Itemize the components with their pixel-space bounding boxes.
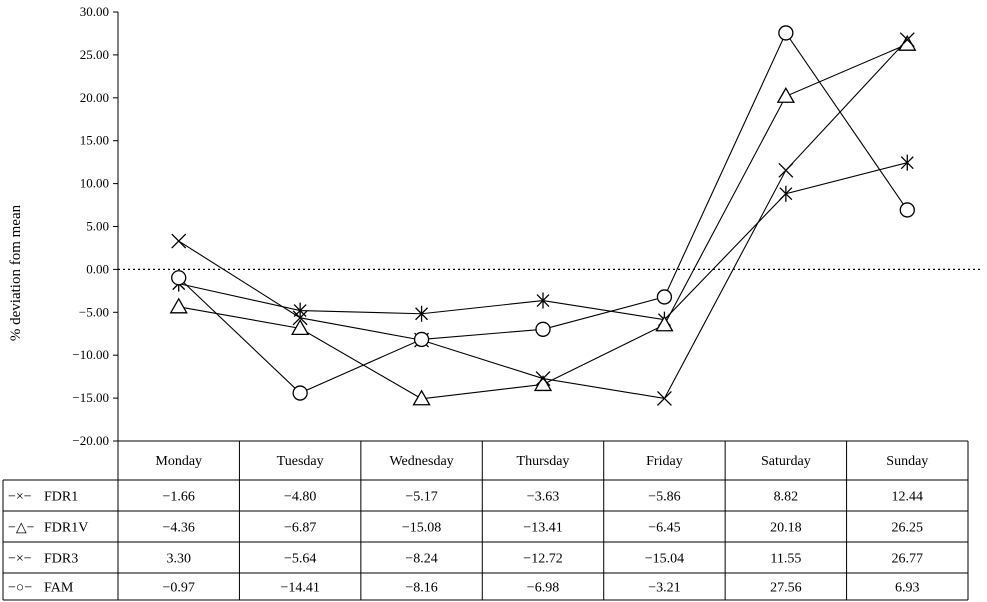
marker-x bbox=[656, 390, 672, 406]
table-value-cell: −8.24 bbox=[405, 552, 437, 567]
y-tick-label: −10.00 bbox=[72, 347, 109, 362]
category-label: Saturday bbox=[761, 454, 811, 469]
marker-x bbox=[778, 162, 794, 178]
marker-x bbox=[899, 32, 915, 48]
table-value-cell: 26.77 bbox=[892, 552, 924, 567]
table-value-cell: −12.72 bbox=[523, 552, 562, 567]
marker-triangle bbox=[291, 319, 310, 335]
marker-circle bbox=[171, 270, 187, 286]
y-tick-label: 10.00 bbox=[80, 176, 109, 191]
table-value-cell: −15.08 bbox=[402, 521, 441, 536]
legend-entry-fdr3: −×− FDR3 bbox=[8, 552, 78, 567]
category-label: Wednesday bbox=[389, 454, 453, 469]
marker-triangle bbox=[655, 315, 674, 332]
legend-symbol: −△− bbox=[8, 521, 35, 536]
table-value-cell: 6.93 bbox=[895, 581, 920, 596]
y-tick-label: −20.00 bbox=[72, 433, 109, 448]
table-value-cell: −1.66 bbox=[163, 490, 195, 505]
y-axis-label: % deviation fom mean bbox=[8, 204, 24, 341]
table-value-cell: −6.45 bbox=[648, 521, 680, 536]
table-value-cell: −3.63 bbox=[527, 490, 559, 505]
legend-label: FAM bbox=[44, 581, 74, 596]
marker-circle bbox=[535, 321, 551, 337]
legend-label: FDR3 bbox=[44, 552, 78, 567]
legend-symbol: −×− bbox=[8, 490, 32, 505]
table-value-cell: −15.04 bbox=[645, 552, 684, 567]
marker-asterisk bbox=[779, 185, 793, 202]
category-label: Monday bbox=[155, 454, 202, 469]
series-fam bbox=[178, 31, 908, 394]
y-tick-label: −15.00 bbox=[72, 390, 109, 405]
legend-label: FDR1V bbox=[44, 521, 88, 536]
marker-triangle bbox=[776, 86, 795, 103]
table-value-cell: −8.16 bbox=[405, 581, 437, 596]
marker-circle bbox=[778, 25, 794, 41]
marker-circle bbox=[413, 331, 430, 348]
y-tick-label: 5.00 bbox=[86, 219, 109, 234]
marker-circle bbox=[899, 202, 915, 218]
legend-label: FDR1 bbox=[44, 490, 78, 505]
table-value-cell: −6.98 bbox=[527, 581, 559, 596]
series-line-fam bbox=[178, 31, 908, 394]
table-value-cell: −5.64 bbox=[284, 552, 316, 567]
category-label: Tuesday bbox=[277, 454, 324, 469]
series-line-fdr1v bbox=[178, 43, 908, 400]
marker-asterisk bbox=[536, 292, 550, 309]
marker-circle bbox=[656, 289, 673, 305]
y-tick-label: 0.00 bbox=[86, 261, 109, 276]
marker-x bbox=[171, 233, 187, 249]
category-label: Friday bbox=[646, 454, 683, 469]
table-value-cell: 8.82 bbox=[774, 490, 799, 505]
category-label: Thursday bbox=[517, 454, 570, 469]
legend-symbol: −○− bbox=[8, 581, 32, 596]
table-value-cell: −0.97 bbox=[163, 581, 195, 596]
category-label: Sunday bbox=[886, 454, 928, 469]
series-line-fdr3 bbox=[178, 39, 908, 400]
series-fdr3 bbox=[178, 39, 908, 400]
table-value-cell: −14.41 bbox=[280, 581, 319, 596]
legend-symbol: −×− bbox=[8, 552, 32, 567]
markers-fdr1v bbox=[169, 34, 917, 406]
y-tick-label: 15.00 bbox=[80, 133, 109, 148]
table-value-cell: −13.41 bbox=[523, 521, 562, 536]
table-value-cell: 3.30 bbox=[166, 552, 191, 567]
table-value-cell: −3.21 bbox=[648, 581, 680, 596]
legend-entry-fam: −○− FAM bbox=[8, 581, 74, 596]
marker-triangle bbox=[412, 389, 431, 406]
table-value-cell: −4.80 bbox=[284, 490, 316, 505]
marker-asterisk bbox=[900, 154, 914, 171]
y-tick-label: 30.00 bbox=[80, 4, 109, 19]
marker-asterisk bbox=[415, 305, 429, 322]
table-value-cell: −6.87 bbox=[284, 521, 316, 536]
series-fdr1v bbox=[178, 43, 908, 400]
table-value-cell: 12.44 bbox=[892, 490, 924, 505]
table-value-cell: −5.17 bbox=[405, 490, 437, 505]
table-value-cell: −5.86 bbox=[648, 490, 680, 505]
markers-fam bbox=[171, 25, 915, 401]
legend-entry-fdr1v: −△− FDR1V bbox=[8, 521, 88, 536]
y-tick-label: 25.00 bbox=[80, 47, 109, 62]
table-value-cell: 20.18 bbox=[770, 521, 802, 536]
marker-triangle bbox=[898, 34, 917, 51]
legend-entry-fdr1: −×− FDR1 bbox=[8, 490, 78, 505]
marker-triangle bbox=[169, 297, 188, 314]
y-tick-label: −5.00 bbox=[79, 304, 109, 319]
marker-x bbox=[535, 371, 551, 386]
marker-triangle bbox=[533, 375, 553, 392]
table-value-cell: 11.55 bbox=[770, 552, 801, 567]
table-value-cell: 26.25 bbox=[892, 521, 924, 536]
y-tick-label: 20.00 bbox=[80, 90, 109, 105]
marker-x bbox=[292, 310, 308, 326]
table-value-cell: −4.36 bbox=[163, 521, 195, 536]
marker-circle bbox=[292, 385, 308, 401]
markers-fdr1 bbox=[172, 154, 914, 328]
table-value-cell: 27.56 bbox=[770, 581, 802, 596]
